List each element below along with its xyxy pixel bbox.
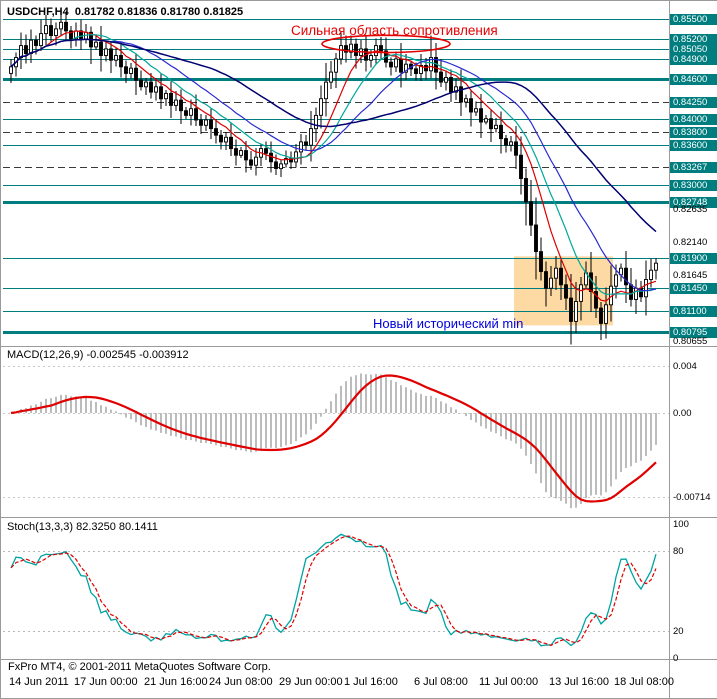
chart-canvas[interactable] [1,1,717,698]
mt4-chart-window: USDCHF,H4 0.81782 0.81836 0.81780 0.8182… [0,0,717,699]
